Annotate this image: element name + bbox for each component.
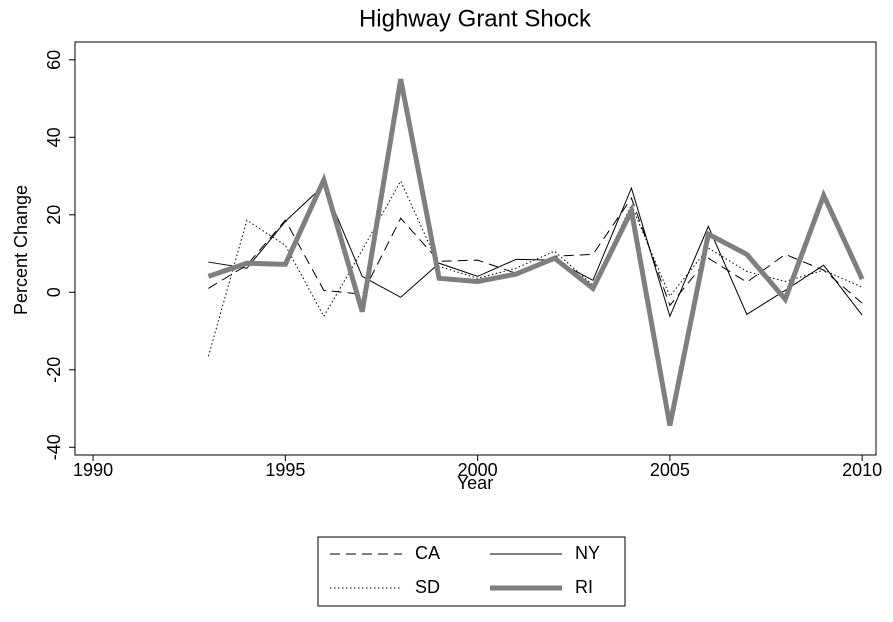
y-tick-label: 40 xyxy=(44,127,64,147)
y-tick-label: 20 xyxy=(44,205,64,225)
y-tick-label: -20 xyxy=(44,357,64,383)
legend-label: NY xyxy=(575,543,600,563)
plot-frame xyxy=(74,41,877,456)
x-axis-title: Year xyxy=(457,473,493,493)
y-tick-label: 0 xyxy=(44,287,64,297)
legend-label: RI xyxy=(575,577,593,597)
y-tick-label: -40 xyxy=(44,434,64,460)
legend-label: SD xyxy=(415,577,440,597)
x-tick-label: 2000 xyxy=(458,460,498,480)
y-tick-label: 60 xyxy=(44,50,64,70)
legend-box xyxy=(317,536,626,607)
y-axis-title: Percent Change xyxy=(11,185,31,315)
chart-title: Highway Grant Shock xyxy=(359,5,592,32)
x-tick-label: 1995 xyxy=(265,460,305,480)
series-line xyxy=(207,78,865,427)
x-tick-label: 2005 xyxy=(650,460,690,480)
legend-label: CA xyxy=(415,543,440,563)
x-tick-label: 1990 xyxy=(73,460,113,480)
x-tick-label: 2010 xyxy=(842,460,882,480)
